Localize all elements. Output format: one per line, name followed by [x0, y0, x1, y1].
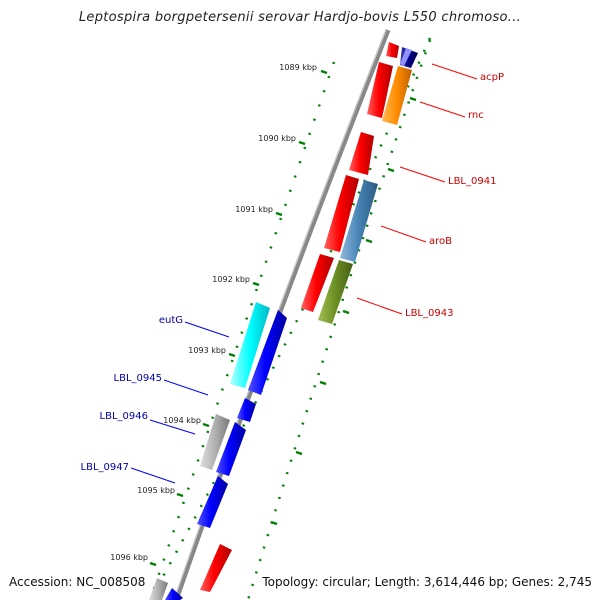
gene-label-LBL-0943[interactable]: LBL_0943: [405, 308, 453, 319]
gene-label-LBL-0945[interactable]: LBL_0945: [114, 373, 162, 384]
gene-lower-red-block[interactable]: [200, 544, 232, 592]
tick-label-1089: 1089 kbp: [279, 63, 317, 72]
tick-label-1093: 1093 kbp: [188, 346, 226, 355]
tick-label-1090: 1090 kbp: [258, 134, 296, 143]
gene-label-rnc[interactable]: rnc: [468, 110, 484, 121]
tick-label-1091: 1091 kbp: [235, 205, 273, 214]
tick-label-1095: 1095 kbp: [137, 486, 175, 495]
reverse-labels: eutG LBL_0945 LBL_0946 LBL_0947: [81, 315, 183, 473]
gene-eutG-cyan[interactable]: [230, 302, 270, 388]
tick-label-1092: 1092 kbp: [212, 275, 250, 284]
gc-content-track-inner: [246, 39, 432, 600]
topology-text: Topology: circular; Length: 3,614,446 bp…: [260, 575, 592, 589]
gene-LBL-0941-block[interactable]: [324, 175, 359, 252]
accession-text: Accession: NC_008508: [9, 575, 148, 589]
forward-callouts: [356, 63, 478, 315]
gene-bottom-blue[interactable]: [165, 588, 183, 600]
reverse-callouts: [130, 321, 230, 484]
gene-label-LBL-0941[interactable]: LBL_0941: [448, 176, 496, 187]
tick-marks: [149, 69, 328, 567]
inner-tick-marks: [270, 96, 417, 526]
tick-label-1096: 1096 kbp: [110, 553, 148, 562]
gc-skew-track: [148, 61, 336, 600]
tick-label-1094: 1094 kbp: [163, 416, 201, 425]
gene-label-acpP[interactable]: acpP: [480, 72, 504, 83]
forward-labels: acpP rnc LBL_0941 aroB LBL_0943: [405, 72, 504, 319]
reverse-strand-genes: [149, 302, 287, 600]
gene-label-eutG[interactable]: eutG: [159, 315, 183, 326]
gene-LBL-0943-cog[interactable]: [318, 260, 353, 324]
gene-label-LBL-0947[interactable]: LBL_0947: [81, 462, 129, 473]
forward-strand-genes: [200, 42, 399, 592]
gene-LBL-0947-block[interactable]: [197, 476, 228, 528]
gene-bottom-gray[interactable]: [149, 578, 168, 600]
tick-labels: 1089 kbp 1090 kbp 1091 kbp 1092 kbp 1093…: [110, 63, 317, 562]
gene-LBL-0946-block[interactable]: [216, 422, 246, 476]
gene-LBL-0946-gray[interactable]: [200, 414, 230, 470]
gene-acpP-block[interactable]: [386, 42, 399, 58]
gene-LBL-0940-block[interactable]: [349, 132, 374, 175]
gene-label-LBL-0946[interactable]: LBL_0946: [100, 411, 148, 422]
gene-aroB-block[interactable]: [301, 254, 334, 312]
cog-blocks: [318, 47, 418, 324]
gene-rnc-block[interactable]: [367, 62, 393, 118]
page-title: Leptospira borgpetersenii serovar Hardjo…: [78, 10, 522, 25]
gene-LBL-0945-block[interactable]: [237, 398, 256, 422]
gene-eutG-blue[interactable]: [248, 310, 287, 395]
gene-aroB-cog[interactable]: [340, 180, 378, 262]
gene-rnc-cog[interactable]: [382, 66, 412, 125]
gene-label-aroB[interactable]: aroB: [429, 236, 452, 247]
